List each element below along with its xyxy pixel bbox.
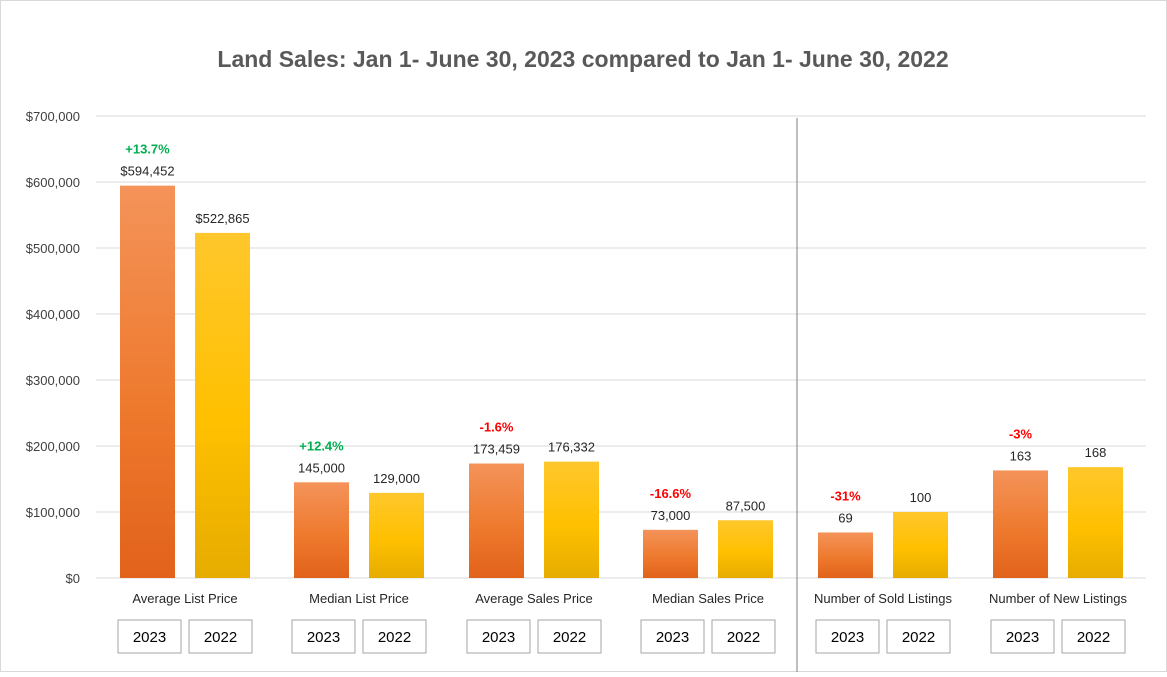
value-label: 176,332 xyxy=(548,440,595,455)
year-box-label: 2023 xyxy=(482,629,515,646)
year-box-label: 2022 xyxy=(1077,629,1110,646)
year-boxes: 2023 2022 2023 2022 2023 2022 2023 2022 2023 2022… xyxy=(117,619,1126,654)
bars xyxy=(120,185,1123,578)
y-tick-label: $0 xyxy=(66,571,80,586)
year-box-label: 2023 xyxy=(656,629,689,646)
year-box-label: 2022 xyxy=(378,629,411,646)
year-box-label: 2022 xyxy=(902,629,935,646)
y-tick-label: $400,000 xyxy=(26,307,80,322)
change-label: -1.6% xyxy=(480,420,514,435)
bar-2023-1 xyxy=(294,482,349,578)
y-tick-label: $600,000 xyxy=(26,175,80,190)
change-label: -16.6% xyxy=(650,486,692,501)
bar-2023-2 xyxy=(469,463,524,578)
category-labels: Average List Price Median List Price Avera… xyxy=(132,591,1127,606)
year-box xyxy=(990,619,1055,654)
year-box-label: 2022 xyxy=(553,629,586,646)
y-tick-label: $100,000 xyxy=(26,505,80,520)
year-box-label: 2022 xyxy=(727,629,760,646)
category-label: Median List Price xyxy=(309,591,409,606)
bar-2023-4 xyxy=(818,532,873,578)
year-box-label: 2022 xyxy=(204,629,237,646)
chart-title: Land Sales: Jan 1- June 30, 2023 compare… xyxy=(217,46,948,72)
change-label: +13.7% xyxy=(125,142,170,157)
value-label: 168 xyxy=(1085,445,1107,460)
bar-2023-0 xyxy=(120,185,175,578)
category-label: Average Sales Price xyxy=(475,591,593,606)
year-box-label: 2023 xyxy=(133,629,166,646)
y-tick-label: $300,000 xyxy=(26,373,80,388)
value-label: 145,000 xyxy=(298,460,345,475)
category-label: Average List Price xyxy=(132,591,237,606)
category-label: Number of Sold Listings xyxy=(814,591,953,606)
value-label: 73,000 xyxy=(651,508,691,523)
year-box xyxy=(291,619,356,654)
y-tick-label: $200,000 xyxy=(26,439,80,454)
value-label: 129,000 xyxy=(373,471,420,486)
value-label: 163 xyxy=(1010,448,1032,463)
year-box xyxy=(886,619,951,654)
bar-2022-3 xyxy=(718,520,773,578)
year-box-label: 2023 xyxy=(1006,629,1039,646)
change-label: -3% xyxy=(1009,426,1033,441)
year-box xyxy=(117,619,182,654)
year-box xyxy=(815,619,880,654)
bar-2022-0 xyxy=(195,232,250,578)
y-tick-label: $700,000 xyxy=(26,109,80,124)
y-tick-label: $500,000 xyxy=(26,241,80,256)
year-box xyxy=(466,619,531,654)
year-box xyxy=(188,619,253,654)
value-label: 100 xyxy=(910,490,932,505)
year-box-label: 2023 xyxy=(831,629,864,646)
category-label: Number of New Listings xyxy=(989,591,1127,606)
change-label: -31% xyxy=(830,488,861,503)
value-label: 173,459 xyxy=(473,442,520,457)
year-box xyxy=(537,619,602,654)
y-axis: $0 $100,000 $200,000 $300,000 $400,000 $500,0… xyxy=(26,109,80,586)
bar-2023-5 xyxy=(993,470,1048,578)
year-box xyxy=(1061,619,1126,654)
data-labels: $594,452 $522,865 +13.7% 145,000 129,000 +12.… xyxy=(120,142,1106,526)
bar-2022-2 xyxy=(544,461,599,578)
year-box xyxy=(362,619,427,654)
gridlines xyxy=(96,115,1146,579)
bar-2022-4 xyxy=(893,512,948,578)
year-box-label: 2023 xyxy=(307,629,340,646)
bar-2023-3 xyxy=(643,529,698,578)
value-label: $522,865 xyxy=(195,211,249,226)
value-label: 87,500 xyxy=(726,498,766,513)
change-label: +12.4% xyxy=(299,438,344,453)
value-label: $594,452 xyxy=(120,164,174,179)
value-label: 69 xyxy=(838,510,852,525)
year-box xyxy=(640,619,705,654)
category-label: Median Sales Price xyxy=(652,591,764,606)
bar-2022-5 xyxy=(1068,467,1123,578)
bar-2022-1 xyxy=(369,492,424,578)
year-box xyxy=(711,619,776,654)
